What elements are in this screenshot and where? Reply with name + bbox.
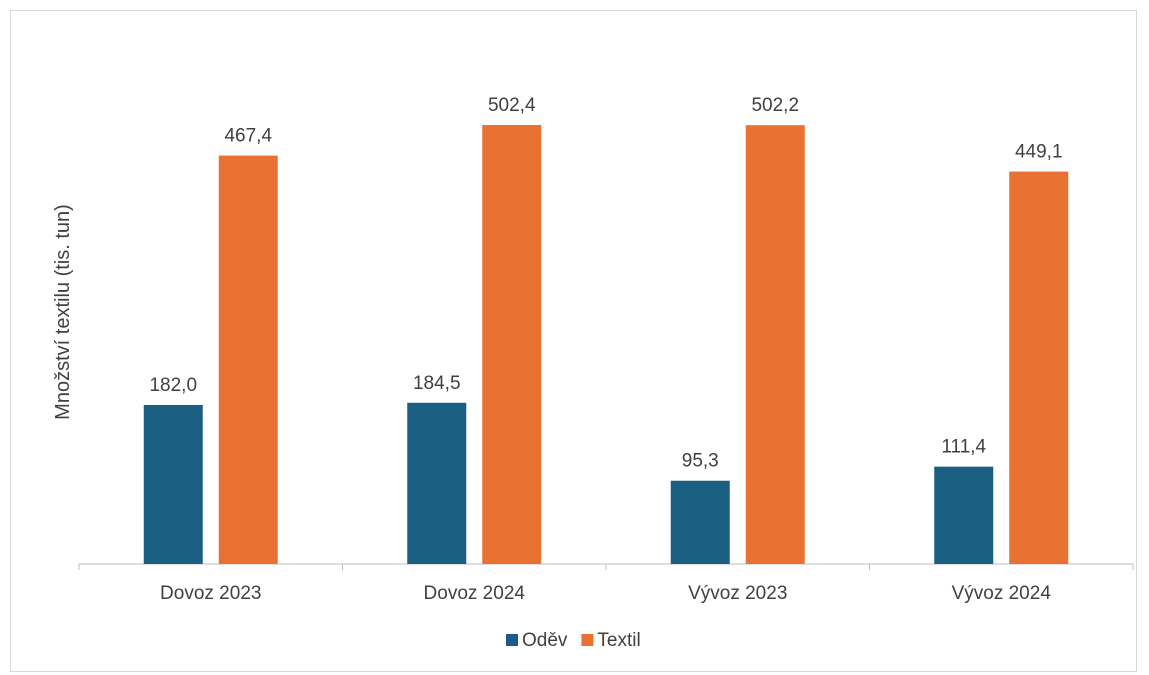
data-label: 182,0 [149,375,197,396]
legend-swatch-textil [581,634,594,646]
bar-textil-3 [745,125,805,564]
legend-label: Oděv [522,630,568,651]
data-label: 467,4 [224,126,272,147]
bar-oděv-3 [670,480,730,564]
data-label: 449,1 [1015,142,1063,163]
bars: 182,0 467,4 184,5 502,4 95,3 502,2 111,4 449,1 [143,95,1069,565]
data-label: 95,3 [682,451,719,472]
data-label: 184,5 [413,373,461,394]
data-label: 502,4 [488,95,536,116]
x-axis: Dovoz 2023 Dovoz 2024 Vývoz 2023 Vývoz 2024 [78,563,1134,604]
bar-textil-4 [1009,171,1069,564]
y-axis-label: Množství textilu (tis. tun) [52,204,74,420]
legend-swatch-oděv [506,634,518,646]
bar-textil-2 [482,125,542,565]
x-tick-label: Dovoz 2024 [424,583,526,604]
data-label: 502,2 [751,95,799,116]
legend-label: Textil [597,630,640,651]
legend: Oděv Textil [506,630,641,651]
bar-oděv-2 [407,402,467,564]
data-label: 111,4 [941,437,986,458]
x-tick-label: Dovoz 2023 [160,583,261,604]
bar-textil-1 [218,155,278,564]
x-tick-label: Vývoz 2023 [688,583,787,604]
x-tick-label: Vývoz 2024 [952,583,1052,604]
bar-oděv-1 [143,404,203,564]
bar-oděv-4 [934,466,994,564]
